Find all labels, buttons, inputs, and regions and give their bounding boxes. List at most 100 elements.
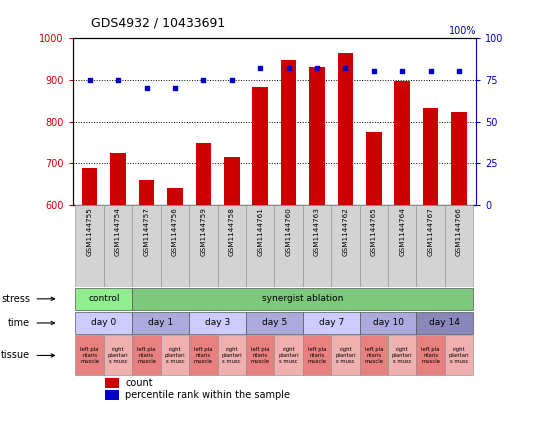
Point (171, 85, 179, 91)
Bar (195, 143, 211, 205)
Text: day 5: day 5 (262, 319, 287, 327)
Bar (132, 312, 189, 334)
Bar (359, 205, 388, 287)
Text: GSM1144758: GSM1144758 (229, 208, 235, 256)
Bar (75, 288, 132, 310)
Point (426, 68, 435, 75)
Text: synergist ablation: synergist ablation (262, 294, 343, 303)
Bar (366, 132, 381, 205)
Bar (388, 335, 416, 376)
Bar (132, 335, 161, 376)
Text: GSM1144765: GSM1144765 (371, 208, 377, 256)
Text: left pla
ntaris
muscle: left pla ntaris muscle (137, 347, 156, 364)
Text: right
plantari
s musc: right plantari s musc (449, 347, 469, 364)
Text: GSM1144760: GSM1144760 (286, 208, 292, 256)
Point (199, 77, 208, 83)
Text: GSM1144767: GSM1144767 (428, 208, 434, 256)
Bar (105, 390, 119, 400)
Text: GSM1144764: GSM1144764 (399, 208, 405, 256)
Point (86, 77, 94, 83)
Bar (274, 205, 303, 287)
Bar (75, 335, 104, 376)
Bar (104, 205, 132, 287)
Text: day 7: day 7 (318, 319, 344, 327)
Text: percentile rank within the sample: percentile rank within the sample (125, 390, 290, 400)
Bar (303, 335, 331, 376)
Point (114, 77, 123, 83)
Bar (132, 288, 473, 310)
Text: count: count (125, 379, 153, 388)
Text: GSM1144766: GSM1144766 (456, 208, 462, 256)
Text: right
plantari
s musc: right plantari s musc (392, 347, 413, 364)
Text: control: control (88, 294, 119, 303)
Point (398, 68, 407, 75)
Text: right
plantari
s musc: right plantari s musc (108, 347, 129, 364)
Bar (105, 379, 119, 388)
Text: right
plantari
s musc: right plantari s musc (278, 347, 299, 364)
Text: time: time (8, 318, 30, 328)
Bar (388, 205, 416, 287)
Bar (252, 87, 268, 205)
Text: GSM1144755: GSM1144755 (87, 208, 93, 256)
Bar (416, 335, 445, 376)
Text: right
plantari
s musc: right plantari s musc (165, 347, 185, 364)
Bar (359, 335, 388, 376)
Text: left pla
ntaris
muscle: left pla ntaris muscle (194, 347, 213, 364)
Point (455, 68, 463, 75)
Point (341, 65, 350, 71)
Bar (445, 335, 473, 376)
Bar (246, 205, 274, 287)
Bar (246, 335, 274, 376)
Point (284, 65, 293, 71)
Bar (246, 312, 303, 334)
Bar (331, 335, 359, 376)
Text: left pla
ntaris
muscle: left pla ntaris muscle (251, 347, 270, 364)
Bar (110, 153, 126, 205)
Bar (303, 205, 331, 287)
Text: GSM1144756: GSM1144756 (172, 208, 178, 256)
Text: day 0: day 0 (91, 319, 117, 327)
Text: left pla
ntaris
muscle: left pla ntaris muscle (364, 347, 384, 364)
Bar (281, 60, 296, 205)
Text: GSM1144759: GSM1144759 (200, 208, 207, 256)
Bar (167, 187, 183, 205)
Text: day 10: day 10 (372, 319, 404, 327)
Bar (416, 312, 473, 334)
Bar (451, 113, 467, 205)
Bar (331, 205, 359, 287)
Text: right
plantari
s musc: right plantari s musc (335, 347, 356, 364)
Text: day 1: day 1 (148, 319, 173, 327)
Bar (132, 205, 161, 287)
Text: GSM1144754: GSM1144754 (115, 208, 121, 256)
Bar (161, 205, 189, 287)
Bar (189, 205, 217, 287)
Text: right
plantari
s musc: right plantari s musc (222, 347, 242, 364)
Text: GSM1144757: GSM1144757 (144, 208, 150, 256)
Bar (161, 335, 189, 376)
Text: GDS4932 / 10433691: GDS4932 / 10433691 (91, 16, 226, 30)
Text: left pla
ntaris
muscle: left pla ntaris muscle (80, 347, 99, 364)
Text: day 3: day 3 (205, 319, 230, 327)
Point (142, 85, 151, 91)
Bar (75, 312, 132, 334)
Text: left pla
ntaris
muscle: left pla ntaris muscle (308, 347, 327, 364)
Bar (189, 312, 246, 334)
Bar (338, 53, 353, 205)
Point (313, 65, 321, 71)
Bar (217, 335, 246, 376)
Text: tissue: tissue (1, 350, 30, 360)
Text: GSM1144762: GSM1144762 (342, 208, 349, 256)
Text: 100%: 100% (449, 26, 476, 36)
Bar (394, 81, 410, 205)
Bar (217, 205, 246, 287)
Bar (139, 180, 154, 205)
Bar (423, 108, 438, 205)
Bar (82, 168, 97, 205)
Bar (359, 312, 416, 334)
Point (256, 65, 265, 71)
Bar (75, 205, 104, 287)
Text: day 14: day 14 (429, 319, 461, 327)
Bar (309, 67, 325, 205)
Bar (189, 335, 217, 376)
Text: stress: stress (1, 294, 30, 304)
